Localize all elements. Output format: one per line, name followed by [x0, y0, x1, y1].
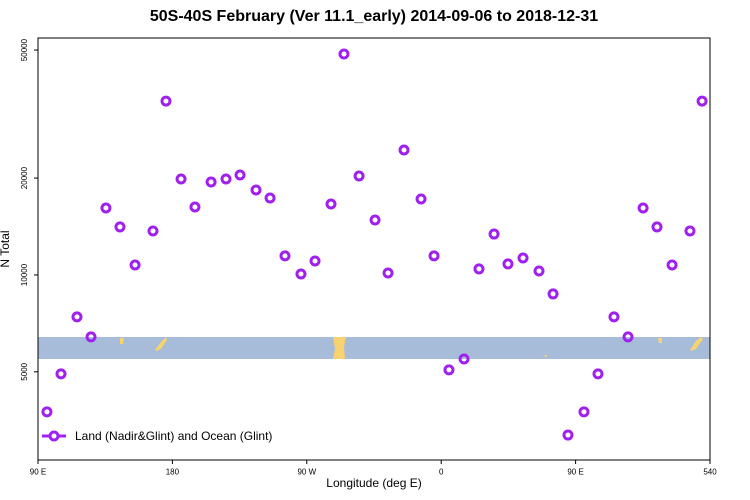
x-tick-label: 90 E	[567, 468, 583, 477]
ocean-band	[38, 337, 710, 359]
data-point	[696, 95, 708, 107]
data-point	[295, 268, 307, 280]
data-point	[382, 267, 394, 279]
data-point	[100, 202, 112, 214]
x-tick-label: 90 E	[30, 468, 46, 477]
data-point	[325, 198, 337, 210]
data-point	[85, 331, 97, 343]
data-point	[129, 259, 141, 271]
y-tick-label: 10000	[20, 263, 29, 286]
legend-marker	[48, 430, 60, 442]
plot-frame	[37, 37, 711, 461]
data-point	[533, 265, 545, 277]
data-point	[353, 170, 365, 182]
data-point	[578, 406, 590, 418]
data-point	[547, 288, 559, 300]
y-tick-label: 20000	[20, 166, 29, 189]
chart-title: 50S-40S February (Ver 11.1_early) 2014-0…	[150, 8, 598, 25]
data-point	[622, 331, 634, 343]
data-point	[502, 258, 514, 270]
y-axis-label: N Total	[0, 230, 12, 267]
data-point	[220, 173, 232, 185]
data-point	[114, 221, 126, 233]
data-point	[415, 193, 427, 205]
data-point	[309, 255, 321, 267]
data-point	[562, 429, 574, 441]
x-tick-label: 180	[166, 468, 180, 477]
data-point	[175, 173, 187, 185]
y-tick-label: 5000	[20, 362, 29, 380]
data-point	[264, 192, 276, 204]
data-point	[458, 353, 470, 365]
data-point	[517, 252, 529, 264]
y-tick-label: 50000	[20, 38, 29, 61]
data-point	[147, 225, 159, 237]
data-point	[666, 259, 678, 271]
data-point	[160, 95, 172, 107]
map-band	[38, 337, 710, 359]
data-point	[684, 225, 696, 237]
data-point	[205, 176, 217, 188]
data-point	[443, 364, 455, 376]
data-point	[651, 221, 663, 233]
data-point	[279, 250, 291, 262]
x-tick-label: 0	[439, 468, 444, 477]
data-point	[428, 250, 440, 262]
data-point	[592, 368, 604, 380]
data-point	[234, 169, 246, 181]
data-point	[71, 311, 83, 323]
data-point	[250, 184, 262, 196]
x-tick-label: 540	[703, 468, 717, 477]
x-tick-label: 90 W	[297, 468, 316, 477]
data-point	[41, 406, 53, 418]
data-point	[189, 201, 201, 213]
data-point	[369, 214, 381, 226]
data-point	[488, 228, 500, 240]
data-point	[473, 263, 485, 275]
data-point	[338, 48, 350, 60]
data-point	[608, 311, 620, 323]
data-point	[55, 368, 67, 380]
data-point	[398, 144, 410, 156]
data-point	[637, 202, 649, 214]
legend-label: Land (Nadir&Glint) and Ocean (Glint)	[75, 429, 272, 443]
x-axis-label: Longitude (deg E)	[326, 476, 421, 490]
